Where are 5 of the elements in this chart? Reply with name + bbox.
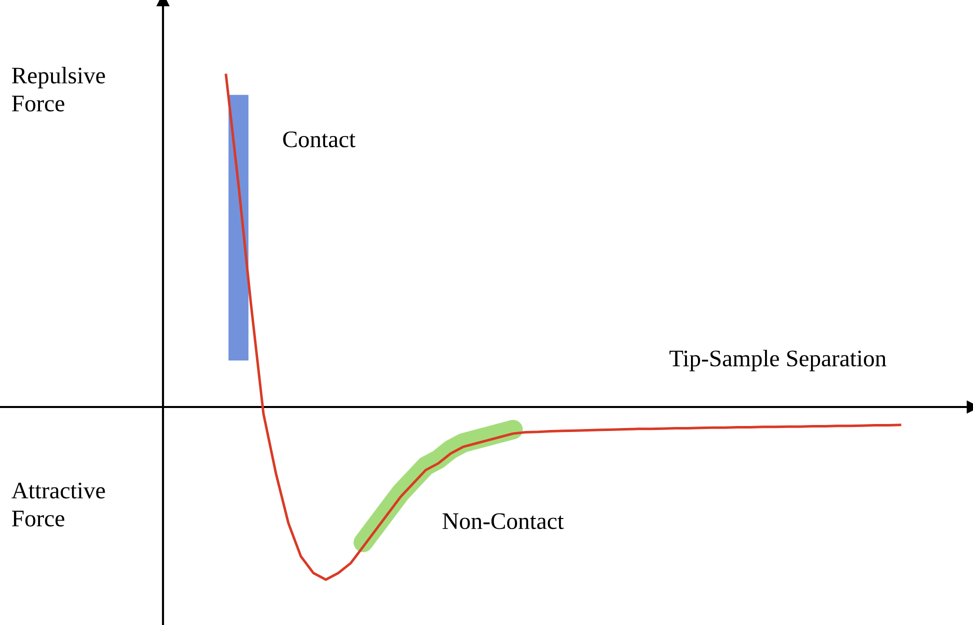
text: Attractive Force xyxy=(12,482,105,526)
annotation: Contact xyxy=(283,131,356,148)
annotation: Non-Contact xyxy=(442,513,564,530)
text: Repulsive Force xyxy=(12,66,105,112)
x-axis-title: Tip-Sample Separation xyxy=(670,350,886,372)
